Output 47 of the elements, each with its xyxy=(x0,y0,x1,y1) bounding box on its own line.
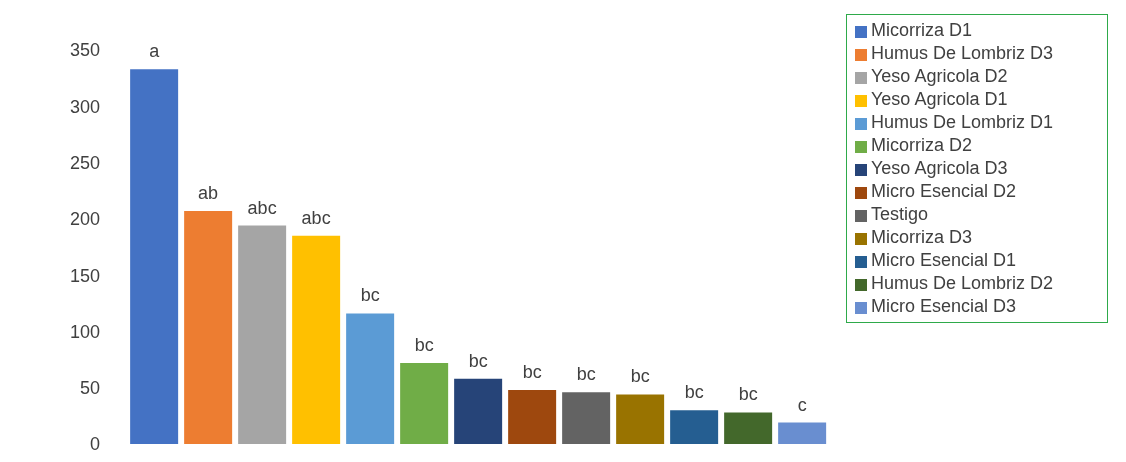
y-tick-label: 100 xyxy=(69,321,100,342)
legend-label: Yeso Agricola D3 xyxy=(871,158,1008,178)
data-label: bc xyxy=(630,366,650,387)
legend-label: Humus De Lombriz D1 xyxy=(871,112,1054,132)
bar xyxy=(778,422,827,444)
bar xyxy=(130,69,179,444)
data-label: c xyxy=(797,394,807,415)
bar xyxy=(508,389,557,444)
y-tick-label: 50 xyxy=(79,378,100,399)
data-label: bc xyxy=(738,384,758,405)
legend-label: Humus De Lombriz D3 xyxy=(871,43,1054,63)
data-label: bc xyxy=(576,364,596,385)
data-label: bc xyxy=(360,285,380,306)
data-label: bc xyxy=(522,361,542,382)
bar xyxy=(238,225,287,444)
legend-label: Micro Esencial D3 xyxy=(871,296,1017,316)
bar xyxy=(724,412,773,444)
legend-label: Micorriza D2 xyxy=(871,135,973,155)
bar xyxy=(400,362,449,444)
legend-label: Micro Esencial D2 xyxy=(871,181,1017,201)
data-label: abc xyxy=(247,197,277,218)
legend-label: Testigo xyxy=(871,204,929,224)
data-label: bc xyxy=(414,334,434,355)
y-tick-label: 250 xyxy=(69,152,100,173)
data-label: bc xyxy=(684,382,704,403)
bar xyxy=(454,378,503,444)
bar xyxy=(562,392,611,444)
data-label: bc xyxy=(468,350,488,371)
y-tick-label: 200 xyxy=(69,209,100,230)
legend-label: Yeso Agricola D1 xyxy=(871,89,1008,109)
y-tick-label: 300 xyxy=(69,96,100,117)
y-tick-label: 350 xyxy=(69,40,100,61)
legend-label: Micorriza D3 xyxy=(871,227,973,247)
legend-label: Micorriza D1 xyxy=(871,20,973,40)
legend-label: Humus De Lombriz D2 xyxy=(871,273,1054,293)
bar xyxy=(346,313,395,444)
data-label: abc xyxy=(301,207,331,228)
bar xyxy=(292,235,341,444)
y-tick-label: 0 xyxy=(89,434,100,455)
y-tick-label: 150 xyxy=(69,265,100,286)
bar xyxy=(616,394,665,444)
bar xyxy=(670,410,719,444)
legend-label: Yeso Agricola D2 xyxy=(871,66,1008,86)
legend-label: Micro Esencial D1 xyxy=(871,250,1017,270)
data-label: ab xyxy=(198,182,219,203)
bar xyxy=(184,210,233,444)
data-label: a xyxy=(149,41,161,62)
